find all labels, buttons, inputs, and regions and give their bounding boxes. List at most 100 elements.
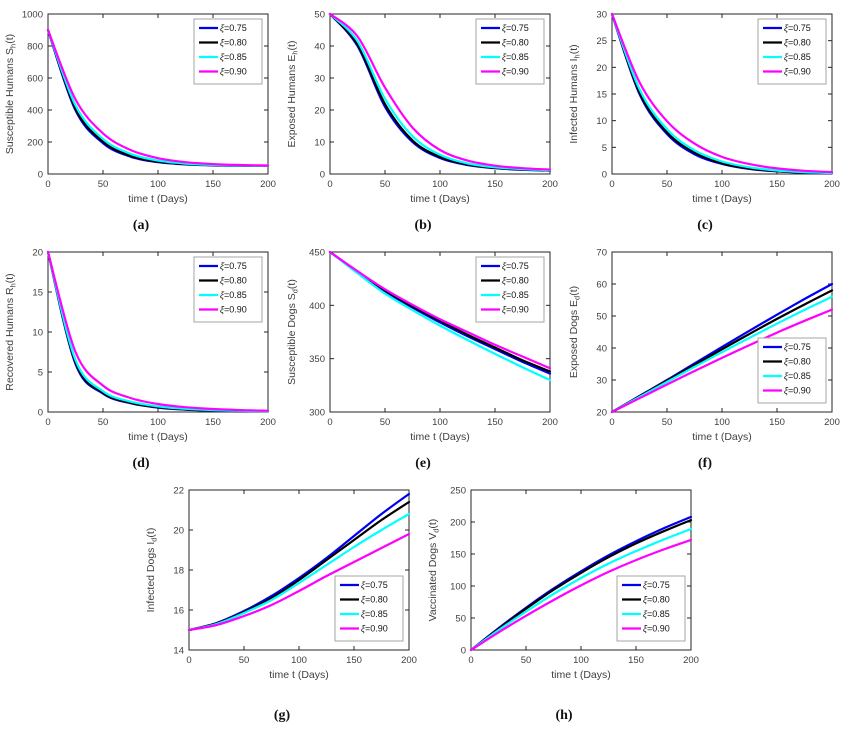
svg-text:150: 150	[628, 655, 644, 666]
svg-text:ξ=0.90: ξ=0.90	[502, 67, 529, 77]
svg-text:0: 0	[320, 170, 325, 181]
svg-text:15: 15	[32, 288, 43, 299]
panel-caption-h: (h)	[555, 708, 573, 723]
svg-text:0: 0	[609, 179, 614, 190]
svg-text:200: 200	[260, 179, 276, 190]
svg-text:25: 25	[596, 36, 607, 47]
chart-panel-c: 0 50 100 150 200 0 5 10 15 20 25 30 time t (Days) Inf…	[564, 2, 846, 240]
svg-text:200: 200	[824, 417, 840, 428]
svg-text:10: 10	[596, 116, 607, 127]
svg-text:5: 5	[602, 143, 607, 154]
svg-text:100: 100	[714, 417, 730, 428]
svg-text:time t (Days): time t (Days)	[128, 431, 188, 443]
panel-caption-e: (e)	[415, 456, 431, 471]
svg-text:ξ=0.90: ξ=0.90	[361, 624, 388, 634]
svg-text:50: 50	[662, 179, 673, 190]
svg-text:Infected Dogs Id(t): Infected Dogs Id(t)	[145, 528, 159, 613]
svg-text:200: 200	[260, 417, 276, 428]
chart-g-canvas: 0 50 100 150 200 14 16 18 20 22 time t (Days) Infec…	[145, 486, 417, 682]
svg-text:150: 150	[487, 417, 503, 428]
svg-text:Infected Humans Ih(t): Infected Humans Ih(t)	[568, 44, 582, 143]
svg-text:0: 0	[327, 179, 332, 190]
svg-text:200: 200	[450, 518, 466, 529]
svg-text:Exposed Dogs Ed(t): Exposed Dogs Ed(t)	[568, 286, 582, 378]
svg-text:200: 200	[27, 138, 43, 149]
svg-text:Vaccinated Dogs Vd(t): Vaccinated Dogs Vd(t)	[427, 519, 441, 622]
svg-text:0: 0	[468, 655, 473, 666]
svg-text:ξ=0.80: ξ=0.80	[502, 276, 529, 286]
svg-text:ξ=0.75: ξ=0.75	[643, 580, 670, 590]
chart-panel-d: 0 50 100 150 200 0 5 10 15 20 time t (Days) Recover…	[0, 240, 282, 478]
svg-text:ξ=0.85: ξ=0.85	[220, 52, 247, 62]
svg-text:50: 50	[98, 179, 109, 190]
svg-text:1000: 1000	[22, 10, 43, 21]
svg-text:20: 20	[596, 63, 607, 74]
svg-text:50: 50	[596, 312, 607, 323]
chart-a-canvas: 0 50 100 150 200 0 200 400 600 800 1000 time t (Day…	[4, 10, 276, 206]
svg-text:time t (Days): time t (Days)	[692, 193, 752, 205]
svg-text:0: 0	[38, 408, 43, 419]
svg-text:150: 150	[346, 655, 362, 666]
figure-row-2: 0 50 100 150 200 0 5 10 15 20 time t (Days) Recover…	[0, 240, 846, 478]
chart-panel-e: 0 50 100 150 200 300 350 400 450 time t (Days) Sus…	[282, 240, 564, 478]
svg-text:ξ=0.75: ξ=0.75	[220, 23, 247, 33]
svg-text:time t (Days): time t (Days)	[410, 431, 470, 443]
chart-h-canvas: 0 50 100 150 200 0 50 100 150 200 250 time t (Days)…	[427, 486, 699, 682]
svg-text:150: 150	[769, 179, 785, 190]
chart-f-canvas: 0 50 100 150 200 20 30 40 50 60 70 time t (Days) Exp…	[568, 248, 840, 444]
svg-text:ξ=0.80: ξ=0.80	[220, 38, 247, 48]
chart-b-canvas: 0 50 100 150 200 0 10 20 30 40 50 time t (Days) Expo…	[286, 10, 558, 206]
panel-caption-g: (g)	[273, 708, 291, 723]
svg-text:50: 50	[314, 10, 325, 21]
svg-text:100: 100	[432, 417, 448, 428]
svg-text:10: 10	[32, 328, 43, 339]
svg-text:50: 50	[380, 179, 391, 190]
svg-text:ξ=0.80: ξ=0.80	[502, 38, 529, 48]
svg-text:10: 10	[314, 138, 325, 149]
svg-text:50: 50	[239, 655, 250, 666]
svg-text:50: 50	[662, 417, 673, 428]
svg-text:150: 150	[769, 417, 785, 428]
svg-text:50: 50	[98, 417, 109, 428]
svg-text:250: 250	[450, 486, 466, 497]
svg-text:350: 350	[309, 354, 325, 365]
svg-text:60: 60	[596, 280, 607, 291]
svg-text:ξ=0.80: ξ=0.80	[361, 595, 388, 605]
svg-text:18: 18	[173, 566, 184, 577]
svg-text:Recovered Humans Rh(t): Recovered Humans Rh(t)	[4, 273, 18, 390]
chart-e-canvas: 0 50 100 150 200 300 350 400 450 time t (Days) Sus…	[286, 248, 558, 444]
svg-text:ξ=0.80: ξ=0.80	[220, 276, 247, 286]
svg-text:50: 50	[455, 614, 466, 625]
svg-text:150: 150	[487, 179, 503, 190]
svg-text:22: 22	[173, 486, 184, 497]
svg-text:20: 20	[596, 408, 607, 419]
svg-text:200: 200	[542, 417, 558, 428]
svg-text:5: 5	[38, 368, 43, 379]
svg-text:200: 200	[824, 179, 840, 190]
chart-panel-h: 0 50 100 150 200 0 50 100 150 200 250 time t (Days)…	[423, 478, 705, 730]
svg-text:ξ=0.75: ξ=0.75	[220, 261, 247, 271]
svg-text:300: 300	[309, 408, 325, 419]
svg-text:100: 100	[714, 179, 730, 190]
svg-text:Exposed Humans Eh(t): Exposed Humans Eh(t)	[286, 41, 300, 148]
chart-panel-b: 0 50 100 150 200 0 10 20 30 40 50 time t (Days) Expo…	[282, 2, 564, 240]
svg-text:0: 0	[602, 170, 607, 181]
chart-panel-a: 0 50 100 150 200 0 200 400 600 800 1000 time t (Day…	[0, 2, 282, 240]
svg-text:150: 150	[205, 179, 221, 190]
svg-text:20: 20	[173, 526, 184, 537]
svg-text:0: 0	[461, 646, 466, 657]
svg-text:400: 400	[27, 106, 43, 117]
svg-text:ξ=0.85: ξ=0.85	[361, 609, 388, 619]
panel-caption-f: (f)	[698, 456, 712, 471]
svg-text:100: 100	[432, 179, 448, 190]
svg-text:time t (Days): time t (Days)	[551, 669, 611, 681]
figure-row-3: 0 50 100 150 200 14 16 18 20 22 time t (Days) Infec…	[0, 478, 846, 730]
svg-text:30: 30	[596, 10, 607, 21]
svg-text:time t (Days): time t (Days)	[128, 193, 188, 205]
svg-text:Susceptible Dogs Sd(t): Susceptible Dogs Sd(t)	[286, 279, 300, 385]
svg-text:30: 30	[314, 74, 325, 85]
panel-caption-a: (a)	[132, 218, 150, 233]
svg-text:20: 20	[314, 106, 325, 117]
svg-text:ξ=0.85: ξ=0.85	[784, 52, 811, 62]
panel-caption-d: (d)	[132, 456, 150, 471]
